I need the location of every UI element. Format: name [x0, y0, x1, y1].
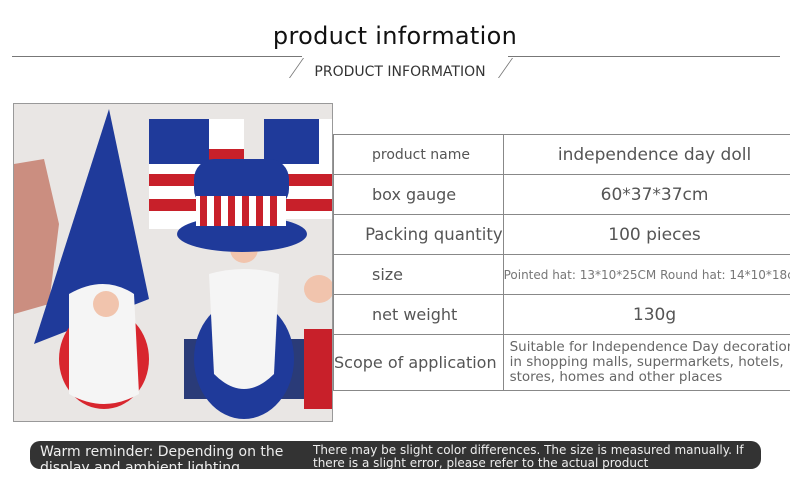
page-title: product information	[272, 22, 518, 50]
row-value: independence day doll	[502, 134, 790, 175]
table-row: Packing quantity 100 pieces	[333, 214, 790, 255]
row-value: 60*37*37cm	[502, 174, 790, 215]
table-row: box gauge 60*37*37cm	[333, 174, 790, 215]
row-label: size	[333, 254, 504, 295]
divider	[508, 56, 780, 57]
page-subtitle: PRODUCT INFORMATION	[314, 64, 486, 80]
divider	[12, 56, 302, 57]
row-value: Suitable for Independence Day decoration…	[502, 334, 790, 391]
row-label: product name	[333, 134, 504, 175]
table-row: size Pointed hat: 13*10*25CM Round hat: 1…	[333, 254, 790, 295]
row-label: box gauge	[333, 174, 504, 215]
table-row: product name independence day doll	[333, 134, 790, 175]
reminder-left-text: Warm reminder: Depending on the display …	[40, 444, 284, 469]
row-value: Pointed hat: 13*10*25CM Round hat: 14*10…	[502, 254, 790, 295]
product-photo	[13, 103, 333, 422]
spec-table: product name independence day doll box ga…	[333, 134, 790, 391]
row-label: Scope of application	[333, 334, 504, 391]
warm-reminder-bar: Warm reminder: Depending on the display …	[30, 441, 761, 469]
row-value: 130g	[502, 294, 790, 335]
row-label: Packing quantity	[333, 214, 504, 255]
table-row: net weight 130g	[333, 294, 790, 335]
row-value: 100 pieces	[502, 214, 790, 255]
row-label: net weight	[333, 294, 504, 335]
table-row: Scope of application Suitable for Indepen…	[333, 334, 790, 391]
divider-slash	[497, 58, 514, 78]
reminder-right-text: There may be slight color differences. T…	[313, 443, 744, 470]
